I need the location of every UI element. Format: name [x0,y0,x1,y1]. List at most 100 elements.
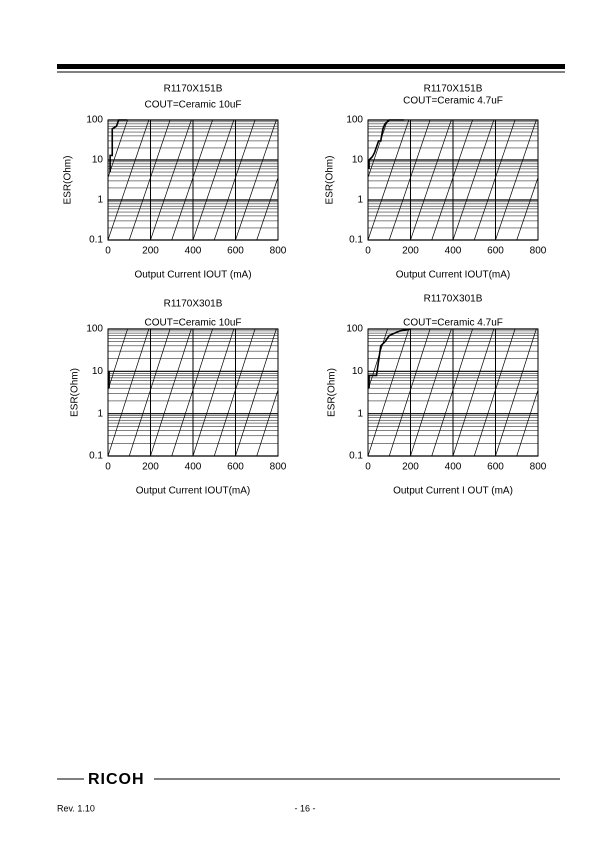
annotation: COUT=Ceramic 4.7uF [403,96,503,107]
hatch-line [214,329,255,456]
hatch-line [129,120,170,240]
x-tick-label: 400 [445,246,462,257]
hatch-line [23,120,64,240]
hatch-line [193,329,234,456]
annotation: COUT=Ceramic 4.7uF [403,318,503,329]
y-tick-label: 1 [97,408,103,419]
hatch-line [262,329,303,456]
esr-boundary [369,120,404,169]
hatch-line [304,329,345,456]
hatch-line [278,120,319,240]
annotation: COUT=Ceramic 10uF [145,318,242,329]
chart-title: R1170X151B [424,84,483,95]
x-tick-label: 600 [227,462,244,473]
y-tick-label: 100 [346,115,363,126]
y-axis-label: ESR(Ohm) [325,156,336,205]
y-tick-label: 100 [86,115,103,126]
y-tick-label: 0.1 [349,235,363,246]
hatching [0,120,340,240]
annotation: COUT=Ceramic 10uF [145,100,242,111]
chart-title: R1170X301B [424,294,483,305]
hatch-line [87,120,128,240]
hatch-line [198,329,239,456]
header-bar [57,64,565,69]
x-axis-label: Output Current I OUT (mA) [393,486,513,497]
x-tick-label: 400 [185,246,202,257]
hatch-line [538,329,579,456]
hatch-line [241,329,282,456]
hatch-line [193,120,234,240]
hatching [0,329,340,456]
y-tick-label: 100 [346,324,363,335]
y-tick-label: 0.1 [89,235,103,246]
x-tick-label: 800 [270,462,287,473]
revision: Rev. 1.10 [57,803,95,813]
x-tick-label: 200 [402,462,419,473]
y-tick-label: 1 [357,408,363,419]
hatch-line [389,120,430,240]
hatch-line [236,329,277,456]
hatch-line [151,120,192,240]
hatch-line [219,120,260,240]
hatch-line [257,329,298,456]
y-tick-label: 1 [97,195,103,206]
hatch-line [559,329,595,456]
y-axis-label: ESR(Ohm) [70,368,81,417]
x-tick-label: 200 [142,246,159,257]
hatch-line [198,120,239,240]
x-tick-label: 800 [270,246,287,257]
hatch-line [517,329,558,456]
y-tick-label: 10 [352,366,364,377]
hatch-line [241,120,282,240]
x-tick-label: 200 [142,462,159,473]
y-tick-label: 10 [92,366,104,377]
chart-title: R1170X301B [164,299,223,310]
x-tick-label: 0 [105,462,111,473]
hatch-line [411,120,452,240]
hatch-line [283,329,324,456]
hatch-line [108,120,149,240]
x-tick-label: 400 [445,462,462,473]
chart-title: R1170X151B [164,84,223,95]
x-tick-label: 200 [402,246,419,257]
hatch-line [2,329,43,456]
x-tick-label: 0 [365,462,371,473]
hatching [198,120,595,240]
y-tick-label: 0.1 [89,451,103,462]
x-tick-label: 600 [487,246,504,257]
hatch-line [453,329,494,456]
x-tick-label: 0 [365,246,371,257]
hatch-line [214,120,255,240]
hatch-line [262,120,303,240]
x-tick-label: 0 [105,246,111,257]
hatch-line [236,120,277,240]
hatch-line [368,329,409,456]
page-number: - 16 - [294,803,315,813]
hatch-line [496,120,537,240]
hatch-line [517,120,558,240]
hatch-line [389,329,430,456]
logo: RICOH [88,771,145,788]
hatch-line [278,329,319,456]
hatch-line [2,120,43,240]
y-axis-label: ESR(Ohm) [327,368,338,417]
hatch-line [257,120,298,240]
hatch-line [538,120,579,240]
y-tick-label: 10 [92,155,104,166]
hatch-line [474,329,515,456]
hatch-line [432,329,473,456]
hatching [198,329,595,456]
x-tick-label: 600 [487,462,504,473]
x-tick-label: 800 [530,246,547,257]
x-tick-label: 800 [530,462,547,473]
y-axis-label: ESR(Ohm) [63,156,74,205]
hatch-line [432,120,473,240]
hatch-line [0,120,21,240]
x-axis-label: Output Current IOUT(mA) [396,270,510,281]
hatch-line [0,329,21,456]
hatch-line [496,329,537,456]
hatch-line [559,120,595,240]
y-tick-label: 0.1 [349,451,363,462]
x-tick-label: 600 [227,246,244,257]
